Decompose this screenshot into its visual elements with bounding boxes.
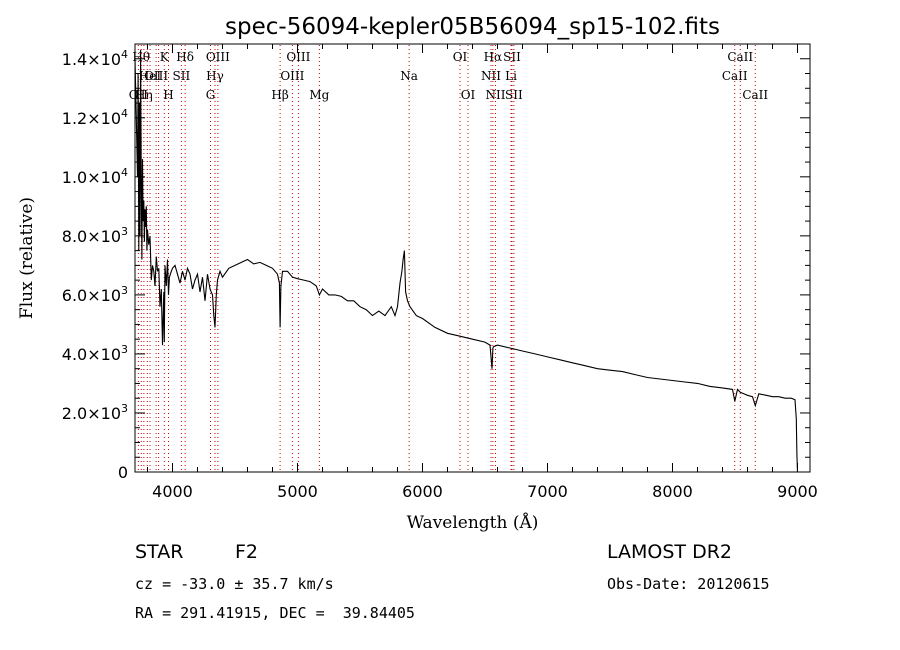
y-tick-label: 8.0×103: [62, 225, 128, 246]
line-marker-label: Hθ: [132, 50, 150, 64]
plot-frame: [134, 43, 811, 473]
y-tick-label: 2.0×103: [62, 402, 128, 423]
x-tick-label: 8000: [652, 482, 693, 501]
line-marker-label: OI: [453, 50, 468, 64]
y-tick-label: 4.0×103: [62, 343, 128, 364]
line-marker-label: NII: [481, 69, 501, 83]
object-subclass: F2: [235, 541, 259, 563]
y-tick-label: 0: [118, 463, 128, 482]
line-marker-label: HeI: [139, 69, 162, 83]
y-axis-label: Flux (relative): [17, 197, 37, 319]
line-marker-label: CaII: [727, 50, 753, 64]
x-axis-label: Wavelength (Å): [407, 512, 539, 533]
line-marker-label: OI: [461, 88, 476, 102]
line-marker-label: CaII: [742, 88, 768, 102]
line-marker-label: G: [206, 88, 216, 102]
line-marker-label: CaII: [722, 69, 748, 83]
observation-date: Obs-Date: 20120615: [607, 575, 770, 593]
x-tick-label: 9000: [777, 482, 818, 501]
y-tick-label: 1.2×104: [62, 107, 128, 128]
y-tick-label: 1.4×104: [62, 48, 128, 69]
line-marker-label: Li: [505, 69, 517, 83]
x-tick-label: 4000: [152, 482, 193, 501]
line-marker-label: Hα: [484, 50, 503, 64]
line-marker-label: SII: [503, 50, 521, 64]
line-marker-label: Hη: [135, 88, 153, 102]
x-tick-label: 6000: [402, 482, 443, 501]
line-marker-label: Hβ: [271, 88, 288, 102]
sky-coordinates: RA = 291.41915, DEC = 39.84405: [135, 604, 415, 622]
y-tick-label: 1.0×104: [62, 166, 128, 187]
line-marker-label: OIII: [206, 50, 230, 64]
x-tick-label: 5000: [277, 482, 318, 501]
line-marker-label: OIII: [144, 69, 168, 83]
line-marker-label: H: [163, 88, 173, 102]
survey-label: LAMOST DR2: [607, 541, 732, 563]
line-marker-label: Hγ: [206, 69, 224, 83]
spectrum-line: [134, 49, 799, 473]
redshift-velocity: cz = -33.0 ± 35.7 km/s: [135, 575, 334, 593]
y-tick-label: 6.0×103: [62, 284, 128, 305]
x-tick-label: 7000: [527, 482, 568, 501]
line-marker-label: OIII: [286, 50, 310, 64]
object-class: STAR: [135, 541, 184, 563]
line-marker-label: Na: [400, 69, 418, 83]
line-marker-label: SII: [505, 88, 523, 102]
line-marker-label: SII: [173, 69, 191, 83]
line-marker-label: OIII: [280, 69, 304, 83]
line-marker-label: K: [160, 50, 170, 64]
line-marker-label: Hδ: [176, 50, 194, 64]
line-marker-label: NII: [486, 88, 506, 102]
line-marker-label: Mg: [309, 88, 329, 102]
chart-title: spec-56094-kepler05B56094_sp15-102.fits: [225, 14, 720, 40]
